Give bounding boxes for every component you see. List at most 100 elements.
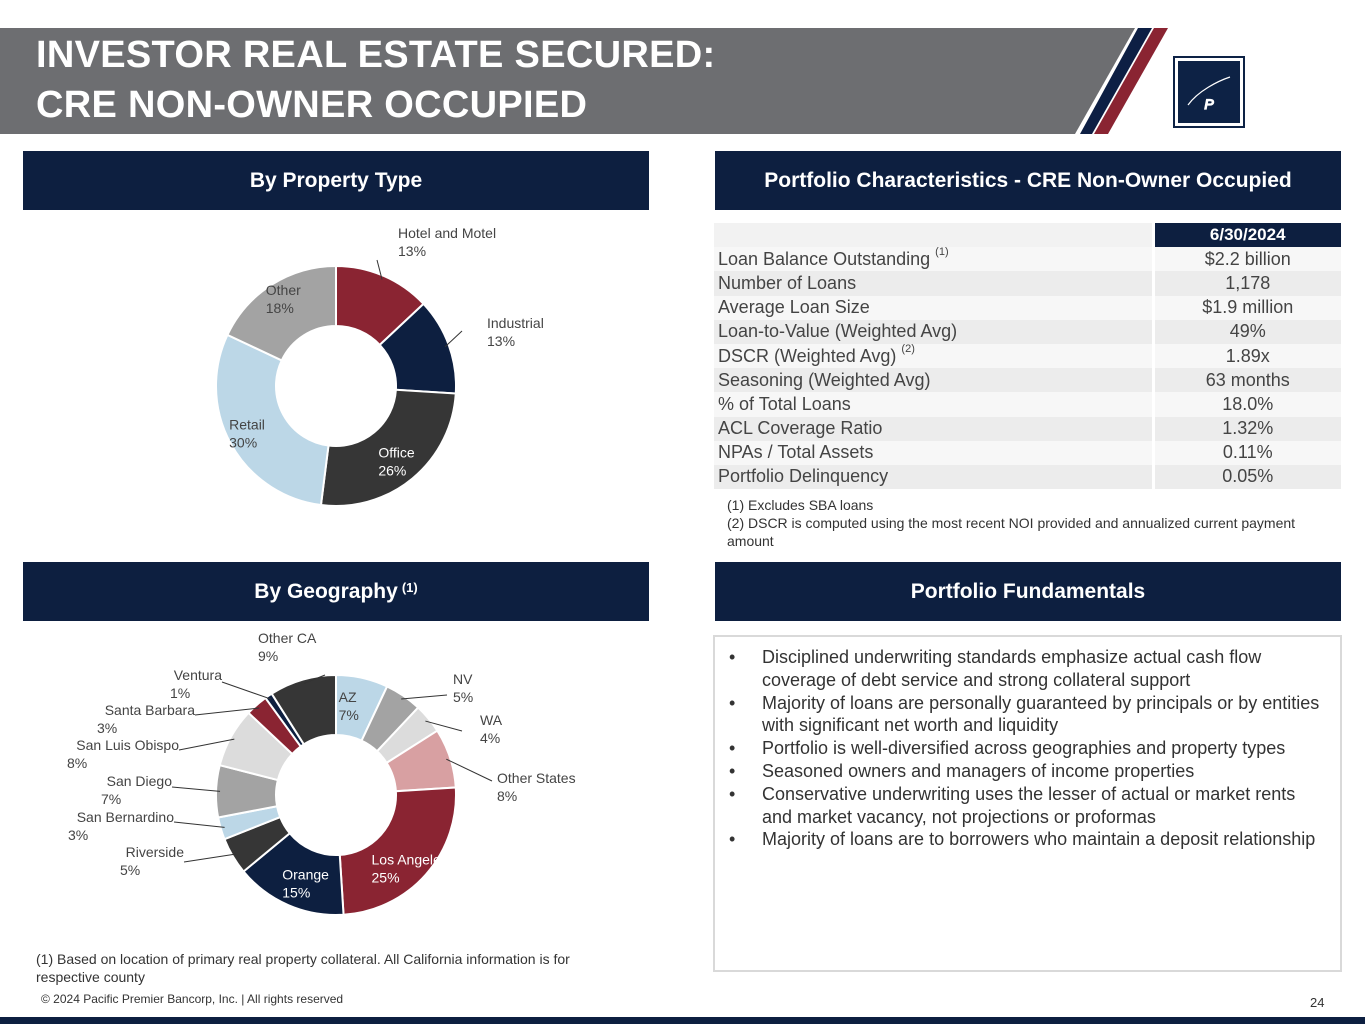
- table-row: % of Total Loans 18.0%: [714, 392, 1341, 417]
- table-row-value: $1.9 million: [1151, 295, 1341, 320]
- slice-value: 8%: [67, 755, 87, 771]
- property-type-header: By Property Type: [23, 151, 649, 210]
- slice-value: 15%: [282, 885, 310, 901]
- portfolio-fundamentals-header-text: Portfolio Fundamentals: [910, 579, 1146, 603]
- table-header-blank: [714, 223, 1153, 248]
- bottom-bar: [0, 1017, 1365, 1024]
- slice-name: Riverside: [126, 844, 185, 860]
- slice-name: San Diego: [107, 773, 173, 789]
- slice-label-other-states: Other States 8%: [497, 770, 576, 804]
- slice-name: Los Angeles: [372, 852, 448, 868]
- table-row-value: 0.11%: [1151, 440, 1341, 465]
- table-row-label: DSCR (Weighted Avg) (2): [714, 342, 1153, 369]
- fundamentals-list: Disciplined underwriting standards empha…: [729, 646, 1329, 851]
- leader-line-nv: [401, 694, 448, 700]
- slice-name: San Luis Obispo: [76, 737, 179, 753]
- monogram-mark: P: [1187, 76, 1231, 113]
- slice-value: 5%: [453, 689, 473, 705]
- table-row-label: Loan Balance Outstanding (1): [714, 245, 1153, 272]
- table-row-value: 1.89x: [1151, 343, 1341, 369]
- table-row: Portfolio Delinquency 0.05%: [714, 464, 1341, 490]
- table-row-label: Number of Loans: [714, 271, 1153, 296]
- monogram-letter: P: [1204, 96, 1214, 112]
- slice-value: 26%: [378, 462, 406, 478]
- pacific-premier-monogram-icon: P: [1178, 61, 1240, 123]
- leader-line-san-bernardino: [173, 821, 225, 828]
- table-row: Number of Loans 1,178: [714, 271, 1341, 296]
- slice-value: 18%: [266, 300, 294, 316]
- slice-name: Other: [266, 282, 301, 298]
- table-row: Seasoning (Weighted Avg) 63 months: [714, 368, 1341, 393]
- portfolio-characteristics-header: Portfolio Characteristics - CRE Non-Owne…: [715, 151, 1341, 210]
- leader-line-other-ca: [303, 674, 326, 685]
- slice-label-nv: NV 5%: [453, 671, 473, 705]
- slice-label-other-ca: Other CA 9%: [258, 630, 317, 664]
- fundamentals-bullet: Conservative underwriting uses the lesse…: [729, 783, 1329, 829]
- table-row: Average Loan Size $1.9 million: [714, 295, 1341, 320]
- fundamentals-bullet: Disciplined underwriting standards empha…: [729, 646, 1329, 692]
- slice-name: Other CA: [258, 630, 317, 646]
- slice-label-retail: Retail 30%: [229, 416, 265, 450]
- table-row-value: 18.0%: [1151, 392, 1341, 417]
- title-band: [0, 28, 1135, 134]
- slice-retail: [215, 333, 330, 507]
- slice-name: AZ: [339, 689, 357, 705]
- fundamentals-box: [713, 635, 1342, 972]
- slice-name: Office: [378, 444, 415, 460]
- slice-los-angeles: [338, 786, 457, 916]
- slice-name: Orange: [282, 867, 329, 883]
- slice-name: Retail: [229, 416, 265, 432]
- slice-label-wa: WA 4%: [480, 712, 503, 746]
- slice-name: Ventura: [174, 667, 222, 683]
- table-row-footnote: (1): [935, 245, 949, 258]
- property-type-donut-chart: Hotel and Motel 13% Industrial 13% Office 26%…: [215, 225, 544, 507]
- portfolio-fundamentals-header: Portfolio Fundamentals: [715, 562, 1341, 621]
- leader-line-santa-barbara: [194, 707, 260, 716]
- table-row: DSCR (Weighted Avg) (2) 1.89x: [714, 342, 1341, 369]
- leader-line-san-luis-obispo: [178, 738, 235, 751]
- slice-value: 7%: [339, 707, 359, 723]
- portfolio-characteristics-header-text: Portfolio Characteristics - CRE Non-Owne…: [764, 168, 1292, 192]
- slice-name: San Bernardino: [77, 809, 175, 825]
- table-note-2: (2) DSCR is computed using the most rece…: [727, 515, 1296, 549]
- table-note-1: (1) Excludes SBA loans: [727, 497, 874, 513]
- table-row-label: Loan-to-Value (Weighted Avg): [714, 319, 1153, 344]
- slice-name: Hotel and Motel: [398, 225, 496, 241]
- slice-name: NV: [453, 671, 473, 687]
- slice-label-san-bernardino: San Bernardino 3%: [68, 809, 174, 843]
- portfolio-characteristics-table: 6/30/2024 Loan Balance Outstanding (1) $2.…: [714, 223, 1341, 490]
- table-row-footnote: (2): [901, 342, 915, 355]
- leader-line-ventura: [221, 681, 271, 700]
- table-row-value: $2.2 billion: [1151, 247, 1341, 272]
- leader-line-other-states: [446, 758, 493, 782]
- slice-value: 13%: [398, 243, 426, 259]
- slice-office: [319, 388, 457, 507]
- geography-donut-chart: AZ 7% NV 5% WA 4% Other States 8% Los Angeles 25%…: [67, 630, 576, 916]
- slice-value: 8%: [497, 788, 517, 804]
- slice-value: 30%: [229, 434, 257, 450]
- slice-name: WA: [480, 712, 503, 728]
- slice-value: 9%: [258, 648, 278, 664]
- copyright: © 2024 Pacific Premier Bancorp, Inc. | A…: [41, 992, 344, 1006]
- table-row: Loan-to-Value (Weighted Avg) 49%: [714, 319, 1341, 344]
- table-row-label: Seasoning (Weighted Avg): [714, 368, 1153, 393]
- slice-other: [226, 264, 337, 362]
- slice-label-riverside: Riverside 5%: [120, 844, 184, 878]
- geography-header-text: By Geography: [254, 579, 398, 603]
- slice-label-san-diego: San Diego 7%: [101, 773, 172, 807]
- page-title-line-1: INVESTOR REAL ESTATE SECURED:: [36, 34, 716, 76]
- table-row: NPAs / Total Assets 0.11%: [714, 440, 1341, 465]
- table-header-row: 6/30/2024: [714, 223, 1341, 248]
- slice-value: 3%: [68, 827, 88, 843]
- table-row-label: NPAs / Total Assets: [714, 440, 1153, 465]
- fundamentals-bullet: Seasoned owners and managers of income p…: [729, 760, 1329, 783]
- slice-label-orange: Orange 15%: [282, 867, 329, 901]
- table-row-label: % of Total Loans: [714, 392, 1153, 417]
- geography-footnote: (1) Based on location of primary real pr…: [36, 951, 570, 985]
- fundamentals-bullet: Majority of loans are personally guarant…: [729, 692, 1329, 738]
- table-row-value: 49%: [1151, 319, 1341, 344]
- table-row-label: Average Loan Size: [714, 295, 1153, 320]
- leader-line-riverside: [183, 853, 237, 863]
- slice-label-santa-barbara: Santa Barbara 3%: [97, 702, 195, 736]
- leader-line-industrial: [444, 330, 463, 348]
